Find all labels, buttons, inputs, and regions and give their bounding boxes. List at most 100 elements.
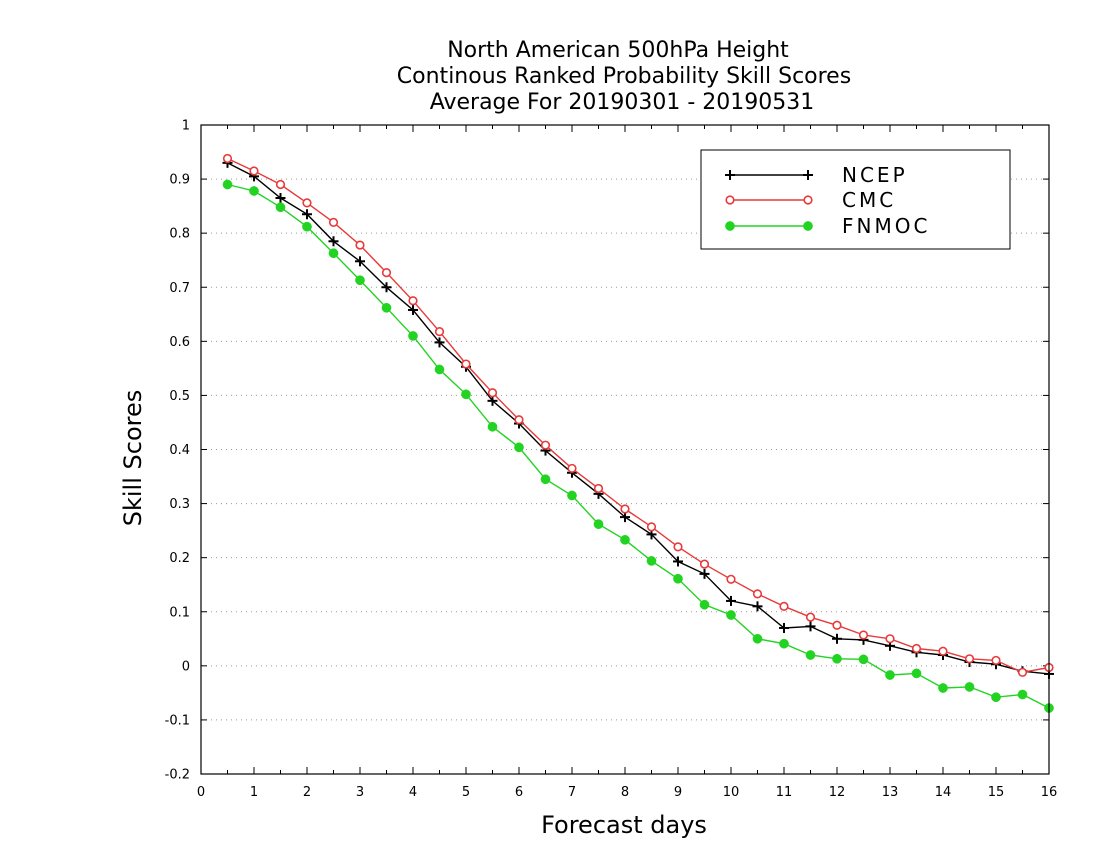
y-tick-label: 0.8: [169, 227, 190, 242]
data-point-fnmoc: [673, 573, 683, 584]
x-tick-label: 0: [197, 785, 205, 800]
data-point-fnmoc: [487, 421, 498, 432]
data-point-ncep: [275, 193, 286, 204]
data-point-fnmoc: [805, 650, 816, 660]
data-point-ncep: [673, 556, 683, 567]
data-point-fnmoc: [381, 302, 392, 313]
x-tick-label: 9: [674, 785, 682, 800]
series-line-ncep: [227, 162, 1050, 675]
title-line-3: Average For 20190301 - 20190531: [430, 90, 815, 115]
x-tick-label: 10: [723, 785, 740, 800]
data-point-cmc: [328, 217, 339, 227]
data-point-fnmoc: [434, 364, 445, 375]
series-cmc: [222, 153, 1054, 677]
data-point-cmc: [302, 198, 312, 208]
data-point-cmc: [593, 483, 604, 494]
y-tick-label: 0: [182, 659, 190, 674]
x-tick-label: 4: [409, 785, 417, 800]
x-tick-label: 7: [568, 785, 576, 800]
y-tick-label: 0.5: [169, 389, 190, 404]
data-point-fnmoc: [461, 389, 471, 400]
series-line-fnmoc: [227, 183, 1050, 709]
y-tick-label: 0.2: [169, 551, 190, 566]
legend-items: [725, 170, 813, 231]
data-point-fnmoc: [302, 221, 312, 232]
data-point-fnmoc: [646, 556, 657, 566]
legend-marker-fnmoc: [803, 221, 813, 231]
data-point-cmc: [832, 620, 842, 630]
data-point-fnmoc: [514, 442, 524, 453]
legend-label-fnmoc: FNMOC: [842, 214, 930, 238]
data-point-ncep: [726, 595, 736, 606]
data-point-cmc: [514, 415, 524, 425]
chart-title: North American 500hPa Height Continous R…: [397, 38, 851, 115]
y-tick-label: 0.6: [169, 335, 190, 350]
x-tick-label: 16: [1041, 785, 1058, 800]
data-point-fnmoc: [991, 692, 1001, 703]
data-point-ncep: [805, 621, 816, 632]
data-point-cmc: [726, 574, 736, 584]
data-point-ncep: [408, 304, 418, 315]
y-tick-label: 0.9: [169, 173, 190, 188]
y-tick-label: 0.1: [169, 605, 190, 620]
data-point-cmc: [408, 296, 418, 306]
data-point-fnmoc: [249, 186, 259, 196]
legend-marker-ncep: [803, 170, 813, 180]
data-point-fnmoc: [726, 610, 736, 620]
legend-marker-ncep: [725, 170, 735, 180]
x-tick-label: 3: [356, 785, 364, 800]
data-point-ncep: [620, 512, 630, 523]
data-point-cmc: [1017, 667, 1028, 677]
x-tick-label: 5: [462, 785, 470, 800]
data-point-ncep: [779, 622, 789, 633]
data-point-ncep: [381, 282, 392, 293]
data-point-fnmoc: [858, 654, 869, 665]
data-point-ncep: [302, 209, 312, 220]
x-tick-label: 11: [776, 785, 793, 800]
data-point-fnmoc: [620, 534, 630, 545]
data-point-fnmoc: [593, 519, 604, 529]
x-tick-label: 15: [988, 785, 1005, 800]
data-point-fnmoc: [779, 638, 789, 649]
x-tick-label: 14: [935, 785, 952, 800]
data-point-cmc: [938, 646, 948, 656]
data-point-cmc: [540, 440, 551, 450]
y-tick-label: 0.7: [169, 281, 190, 296]
data-point-ncep: [487, 395, 498, 406]
data-point-ncep: [355, 256, 365, 267]
data-point-fnmoc: [832, 653, 842, 664]
gridlines: [201, 178, 1049, 721]
title-line-2: Continous Ranked Probability Skill Score…: [397, 64, 851, 89]
data-point-cmc: [911, 643, 922, 654]
legend-marker-cmc: [803, 195, 813, 205]
x-tick-label: 8: [621, 785, 629, 800]
data-point-ncep: [434, 337, 445, 348]
x-tick-label: 2: [303, 785, 311, 800]
data-point-fnmoc: [222, 179, 233, 190]
data-point-ncep: [752, 601, 763, 612]
data-point-fnmoc: [540, 474, 551, 485]
plot-frame: [200, 124, 1050, 775]
data-point-cmc: [222, 153, 233, 164]
legend-label-cmc: CMC: [842, 188, 896, 212]
data-point-fnmoc: [964, 682, 975, 692]
data-point-cmc: [249, 166, 259, 176]
x-tick-label: 1: [250, 785, 258, 800]
series-fnmoc: [222, 179, 1054, 713]
data-point-cmc: [275, 179, 286, 190]
data-point-fnmoc: [752, 633, 763, 644]
data-point-fnmoc: [408, 331, 418, 341]
data-point-cmc: [991, 655, 1001, 666]
series-layer: [222, 153, 1054, 713]
legend-marker-fnmoc: [725, 221, 735, 231]
data-point-cmc: [620, 504, 630, 514]
data-point-fnmoc: [938, 683, 948, 693]
data-point-fnmoc: [355, 275, 365, 286]
data-point-ncep: [832, 633, 842, 644]
data-point-cmc: [355, 240, 365, 250]
data-point-cmc: [381, 268, 392, 278]
y-axis-label: Skill Scores: [119, 390, 147, 527]
y-tick-label: 0.3: [169, 497, 190, 512]
x-tick-label: 6: [515, 785, 523, 800]
data-point-cmc: [461, 359, 471, 369]
